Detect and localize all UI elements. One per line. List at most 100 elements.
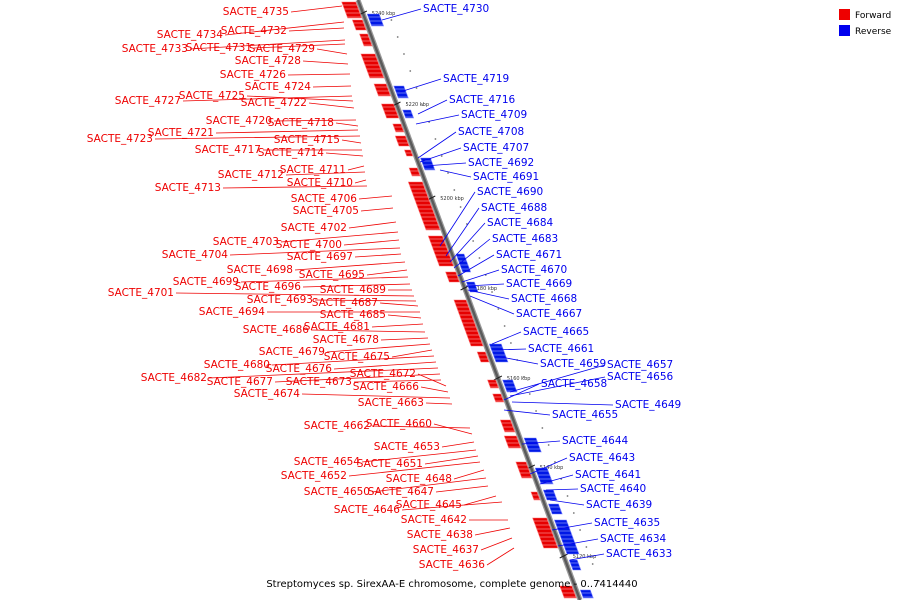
reverse-gene-label[interactable]: SACTE_4657 — [607, 359, 673, 371]
forward-gene-label[interactable]: SACTE_4734 — [157, 29, 224, 41]
forward-gene-label[interactable]: SACTE_4717 — [195, 144, 261, 156]
forward-gene-label[interactable]: SACTE_4648 — [386, 473, 452, 485]
forward-gene-label[interactable]: SACTE_4653 — [374, 441, 440, 453]
reverse-gene-label[interactable]: SACTE_4656 — [607, 371, 674, 383]
forward-gene-label[interactable]: SACTE_4679 — [259, 346, 325, 358]
forward-gene-label[interactable]: SACTE_4694 — [199, 306, 266, 318]
forward-feature-block[interactable] — [392, 123, 405, 133]
forward-gene-label[interactable]: SACTE_4721 — [148, 127, 214, 139]
reverse-gene-label[interactable]: SACTE_4658 — [541, 378, 607, 390]
forward-gene-label[interactable]: SACTE_4660 — [366, 418, 432, 430]
reverse-gene-label[interactable]: SACTE_4690 — [477, 186, 543, 198]
forward-gene-label[interactable]: SACTE_4702 — [281, 222, 347, 234]
reverse-gene-label[interactable]: SACTE_4707 — [463, 142, 529, 154]
forward-gene-label[interactable]: SACTE_4696 — [235, 281, 302, 293]
forward-gene-label[interactable]: SACTE_4645 — [396, 499, 462, 511]
forward-gene-label[interactable]: SACTE_4703 — [213, 236, 279, 248]
forward-gene-label[interactable]: SACTE_4693 — [247, 294, 313, 306]
forward-gene-label[interactable]: SACTE_4676 — [266, 363, 333, 375]
reverse-gene-label[interactable]: SACTE_4661 — [528, 343, 594, 355]
reverse-gene-label[interactable]: SACTE_4670 — [501, 264, 567, 276]
reverse-feature-block[interactable] — [579, 589, 594, 599]
forward-gene-label[interactable]: SACTE_4715 — [274, 134, 340, 146]
forward-gene-label[interactable]: SACTE_4735 — [223, 6, 289, 18]
reverse-gene-label[interactable]: SACTE_4668 — [511, 293, 577, 305]
forward-gene-label[interactable]: SACTE_4687 — [312, 297, 378, 309]
forward-gene-label[interactable]: SACTE_4725 — [179, 90, 245, 102]
forward-gene-label[interactable]: SACTE_4701 — [108, 287, 174, 299]
forward-gene-label[interactable]: SACTE_4704 — [162, 249, 229, 261]
forward-gene-label[interactable]: SACTE_4689 — [320, 284, 386, 296]
reverse-gene-label[interactable]: SACTE_4659 — [540, 358, 606, 370]
reverse-gene-label[interactable]: SACTE_4639 — [586, 499, 652, 511]
forward-gene-label[interactable]: SACTE_4713 — [155, 182, 221, 194]
reverse-gene-label[interactable]: SACTE_4667 — [516, 308, 582, 320]
forward-gene-label[interactable]: SACTE_4677 — [207, 376, 273, 388]
forward-gene-label[interactable]: SACTE_4651 — [357, 458, 423, 470]
forward-gene-label[interactable]: SACTE_4706 — [291, 193, 358, 205]
reverse-feature-block[interactable] — [455, 253, 472, 273]
reverse-feature-block[interactable] — [402, 109, 415, 119]
reverse-gene-label[interactable]: SACTE_4641 — [575, 469, 641, 481]
forward-gene-label[interactable]: SACTE_4697 — [287, 251, 353, 263]
reverse-gene-label[interactable]: SACTE_4709 — [461, 109, 527, 121]
forward-gene-label[interactable]: SACTE_4724 — [245, 81, 312, 93]
forward-gene-label[interactable]: SACTE_4726 — [220, 69, 287, 81]
forward-gene-label[interactable]: SACTE_4673 — [286, 376, 352, 388]
reverse-gene-label[interactable]: SACTE_4671 — [496, 249, 562, 261]
forward-gene-label[interactable]: SACTE_4652 — [281, 470, 347, 482]
forward-gene-label[interactable]: SACTE_4646 — [334, 504, 401, 516]
reverse-gene-label[interactable]: SACTE_4684 — [487, 217, 554, 229]
forward-gene-label[interactable]: SACTE_4662 — [304, 420, 370, 432]
forward-gene-label[interactable]: SACTE_4682 — [141, 372, 207, 384]
forward-gene-label[interactable]: SACTE_4711 — [280, 164, 346, 176]
forward-gene-label[interactable]: SACTE_4731 — [186, 42, 252, 54]
forward-gene-label[interactable]: SACTE_4638 — [407, 529, 473, 541]
forward-feature-block[interactable] — [515, 461, 533, 479]
forward-gene-label[interactable]: SACTE_4722 — [241, 97, 307, 109]
forward-feature-block[interactable] — [476, 351, 490, 363]
forward-gene-label[interactable]: SACTE_4647 — [368, 486, 434, 498]
forward-gene-label[interactable]: SACTE_4642 — [401, 514, 467, 526]
reverse-gene-label[interactable]: SACTE_4644 — [562, 435, 629, 447]
forward-gene-label[interactable]: SACTE_4672 — [350, 368, 416, 380]
forward-gene-label[interactable]: SACTE_4674 — [234, 388, 301, 400]
forward-gene-label[interactable]: SACTE_4695 — [299, 269, 365, 281]
forward-gene-label[interactable]: SACTE_4714 — [258, 147, 325, 159]
reverse-feature-block[interactable] — [568, 559, 582, 571]
reverse-gene-label[interactable]: SACTE_4688 — [481, 202, 547, 214]
forward-feature-block[interactable] — [530, 491, 541, 501]
reverse-gene-label[interactable]: SACTE_4669 — [506, 278, 572, 290]
forward-gene-label[interactable]: SACTE_4727 — [115, 95, 181, 107]
forward-gene-label[interactable]: SACTE_4712 — [218, 169, 284, 181]
forward-gene-label[interactable]: SACTE_4637 — [413, 544, 479, 556]
forward-feature-block[interactable] — [408, 167, 421, 177]
forward-gene-label[interactable]: SACTE_4699 — [173, 276, 239, 288]
reverse-gene-label[interactable]: SACTE_4643 — [569, 452, 635, 464]
forward-gene-label[interactable]: SACTE_4663 — [358, 397, 424, 409]
reverse-feature-block[interactable] — [548, 503, 563, 515]
reverse-gene-label[interactable]: SACTE_4634 — [600, 533, 667, 545]
forward-gene-label[interactable]: SACTE_4680 — [204, 359, 270, 371]
forward-gene-label[interactable]: SACTE_4650 — [304, 486, 370, 498]
reverse-gene-label[interactable]: SACTE_4683 — [492, 233, 558, 245]
forward-gene-label[interactable]: SACTE_4666 — [353, 381, 420, 393]
forward-gene-label[interactable]: SACTE_4723 — [87, 133, 153, 145]
forward-feature-block[interactable] — [445, 271, 460, 283]
reverse-gene-label[interactable]: SACTE_4730 — [423, 3, 489, 15]
forward-gene-label[interactable]: SACTE_4710 — [287, 177, 353, 189]
forward-gene-label[interactable]: SACTE_4729 — [249, 43, 315, 55]
forward-gene-label[interactable]: SACTE_4685 — [320, 309, 386, 321]
forward-feature-block[interactable] — [487, 379, 499, 389]
reverse-gene-label[interactable]: SACTE_4719 — [443, 73, 509, 85]
forward-gene-label[interactable]: SACTE_4700 — [276, 239, 342, 251]
reverse-feature-block[interactable] — [542, 489, 558, 501]
forward-feature-block[interactable] — [351, 19, 367, 31]
forward-gene-label[interactable]: SACTE_4728 — [235, 55, 301, 67]
forward-gene-label[interactable]: SACTE_4686 — [243, 324, 310, 336]
reverse-gene-label[interactable]: SACTE_4665 — [523, 326, 589, 338]
reverse-gene-label[interactable]: SACTE_4649 — [615, 399, 681, 411]
reverse-gene-label[interactable]: SACTE_4633 — [606, 548, 672, 560]
forward-gene-label[interactable]: SACTE_4705 — [293, 205, 359, 217]
forward-gene-label[interactable]: SACTE_4678 — [313, 334, 379, 346]
